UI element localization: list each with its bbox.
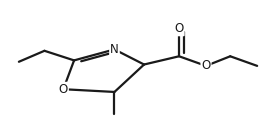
Text: O: O bbox=[174, 22, 184, 35]
Text: O: O bbox=[201, 59, 211, 72]
Text: O: O bbox=[59, 83, 68, 96]
Text: N: N bbox=[110, 43, 119, 56]
